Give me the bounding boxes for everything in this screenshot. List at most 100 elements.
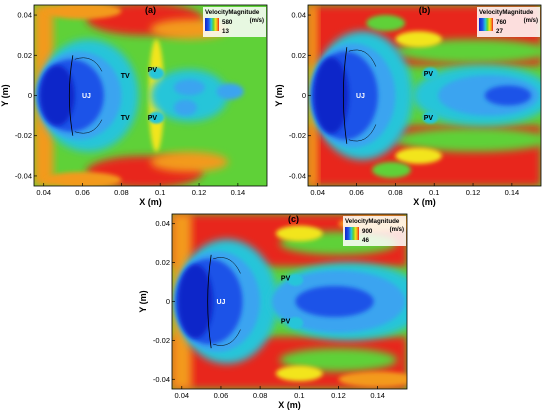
- flow-region: [43, 5, 122, 20]
- flow-region: [150, 151, 229, 172]
- x-tick-label: 0.08: [388, 188, 403, 197]
- x-tick-label: 0.04: [174, 391, 189, 400]
- velocity-field: [172, 214, 407, 389]
- x-tick-label: 0.1: [429, 188, 439, 197]
- x-tick-label: 0.12: [466, 188, 481, 197]
- x-axis-title: X (m): [139, 197, 162, 207]
- legend-unit: (m/s): [250, 18, 264, 24]
- shock-contour: [348, 124, 377, 142]
- legend: VelocityMagnitude (m/s) 760 27: [477, 7, 540, 37]
- x-tick-label: 0.06: [349, 188, 364, 197]
- annotation-pv: PV: [281, 276, 291, 283]
- y-tick-label: 0: [166, 297, 170, 306]
- pv-core: [148, 67, 165, 80]
- pv-core: [422, 111, 439, 124]
- pv-core: [422, 67, 439, 80]
- panel-b: 0.04 0.06 0.08 0.1 0.12 0.14 0.04 0.02 0 -0.02 -0.…: [274, 4, 542, 207]
- shock-contour: [213, 257, 241, 274]
- y-tick-label: 0.04: [17, 11, 32, 20]
- wake-region: [173, 79, 205, 96]
- x-tick-label: 0.08: [114, 188, 129, 197]
- flow-region: [338, 371, 407, 388]
- shock-contour: [348, 49, 377, 67]
- x-tick-label: 0.12: [192, 188, 207, 197]
- jet-region: [39, 65, 75, 126]
- mach-disc-contour: [68, 55, 74, 136]
- mach-disc-contour: [342, 47, 348, 144]
- x-tick-label: 0.14: [231, 188, 246, 197]
- mach-disc-contour: [207, 254, 212, 349]
- annotation-pv: PV: [148, 115, 158, 122]
- y-tick-label: 0.04: [291, 11, 306, 20]
- y-axis-title: Y (m): [274, 84, 284, 106]
- x-tick-label: 0.14: [505, 188, 520, 197]
- flow-region: [275, 225, 323, 242]
- flow-region: [366, 15, 406, 32]
- shock-contour: [74, 57, 103, 72]
- x-tick-label: 0.1: [155, 188, 165, 197]
- colorbar: [205, 18, 219, 31]
- x-tick-label: 0.04: [310, 188, 325, 197]
- colorbar: [345, 227, 359, 240]
- wake-region: [216, 83, 244, 100]
- annotation-uj: UJ: [82, 93, 91, 100]
- annotation-uj: UJ: [356, 93, 365, 100]
- x-axis-title: X (m): [278, 400, 301, 410]
- legend-title: VelocityMagnitude: [479, 9, 534, 16]
- panel-a: 0.04 0.06 0.08 0.1 0.12 0.14 0.04 0.02 0 -0.02 -0.…: [0, 4, 268, 207]
- annotation-tv: TV: [121, 115, 130, 122]
- annotation-pv: PV: [424, 71, 434, 78]
- y-tick-label: 0.02: [155, 258, 170, 267]
- x-tick-label: 0.1: [294, 391, 304, 400]
- flow-region: [279, 348, 398, 372]
- pv-core: [287, 274, 304, 286]
- y-tick-label: 0.02: [17, 51, 32, 60]
- pv-core: [287, 317, 304, 329]
- y-tick-label: -0.04: [153, 375, 170, 384]
- y-tick-label: -0.02: [289, 131, 306, 140]
- y-tick-label: 0.02: [291, 51, 306, 60]
- flow-region: [395, 31, 442, 48]
- shock-contour: [213, 329, 241, 346]
- legend-unit: (m/s): [390, 227, 404, 233]
- panel-label: (b): [419, 5, 431, 15]
- annotation-tv: TV: [121, 73, 130, 80]
- x-axis-title: X (m): [413, 197, 436, 207]
- legend-max: 900: [362, 228, 373, 235]
- x-tick-label: 0.06: [75, 188, 90, 197]
- y-tick-label: 0: [302, 91, 306, 100]
- flow-region: [275, 365, 323, 382]
- flow-region: [395, 147, 442, 164]
- flow-region: [43, 171, 122, 186]
- wake-region: [484, 85, 532, 106]
- jet-region: [313, 57, 349, 134]
- legend-unit: (m/s): [524, 18, 538, 24]
- annotation-uj: UJ: [216, 299, 225, 306]
- legend-max: 760: [496, 19, 507, 26]
- jet-region: [177, 264, 214, 339]
- y-tick-label: -0.04: [289, 171, 306, 180]
- y-tick-label: -0.04: [15, 171, 32, 180]
- x-tick-label: 0.08: [253, 391, 268, 400]
- shock-contour: [74, 119, 103, 134]
- legend: VelocityMagnitude (m/s) 900 46: [343, 216, 406, 246]
- panel-label: (c): [288, 214, 299, 224]
- x-tick-label: 0.12: [331, 391, 346, 400]
- annotation-pv: PV: [148, 67, 158, 74]
- y-axis-title: Y (m): [0, 84, 10, 106]
- y-axis-title: Y (m): [138, 290, 148, 312]
- y-tick-label: -0.02: [153, 336, 170, 345]
- wake-region: [173, 99, 198, 116]
- flow-region: [372, 161, 411, 178]
- panel-label: (a): [145, 5, 156, 15]
- legend-min: 46: [362, 237, 369, 244]
- pv-core: [148, 111, 165, 124]
- legend: VelocityMagnitude (m/s) 580 13: [203, 7, 266, 37]
- x-tick-label: 0.14: [370, 391, 385, 400]
- y-tick-label: 0.04: [155, 219, 170, 228]
- wake-region: [295, 285, 374, 318]
- flow-region: [395, 127, 541, 152]
- legend-max: 580: [222, 19, 233, 26]
- legend-min: 13: [222, 28, 229, 35]
